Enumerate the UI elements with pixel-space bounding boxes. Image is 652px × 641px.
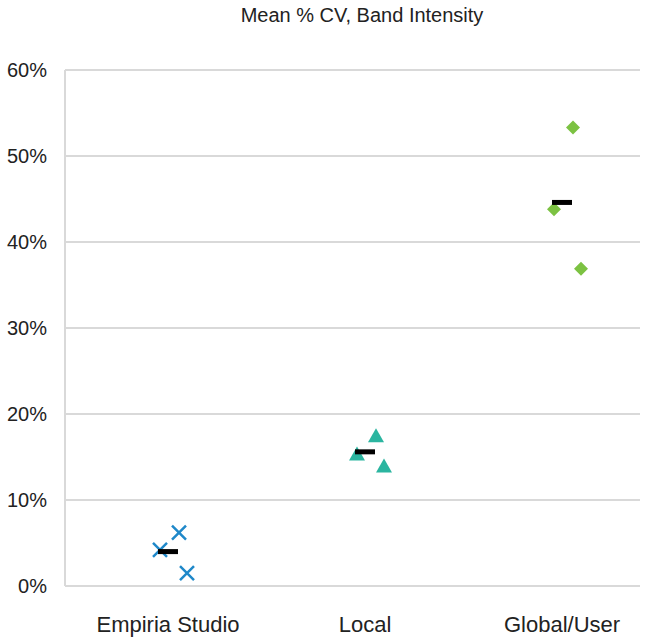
- point: [376, 458, 392, 472]
- grid-line: [65, 499, 640, 501]
- x-tick-label: Global/User: [504, 612, 620, 637]
- point: [172, 526, 186, 540]
- point: [368, 428, 384, 442]
- mean-marker: [158, 549, 178, 554]
- y-tick-label: 40%: [7, 231, 47, 253]
- grid-line: [65, 155, 640, 157]
- point: [574, 262, 588, 276]
- title: Mean % CV, Band Intensity: [241, 4, 484, 26]
- plot-area: [153, 121, 588, 580]
- grid-line: [65, 327, 640, 329]
- point: [566, 121, 580, 135]
- grid-line: [65, 69, 640, 71]
- grid-line: [65, 241, 640, 243]
- chart: Mean % CV, Band Intensity 0% 10% 20% 30% 40% 5…: [0, 0, 652, 641]
- mean-marker: [552, 200, 572, 205]
- grid-line: [65, 585, 640, 587]
- y-tick-label: 60%: [7, 59, 47, 81]
- y-tick-label: 20%: [7, 403, 47, 425]
- y-tick-label: 50%: [7, 145, 47, 167]
- x-tick-label: Local: [339, 612, 392, 637]
- x-tick-label: Empiria Studio: [96, 612, 239, 637]
- grid-line: [65, 413, 640, 415]
- mean-marker: [355, 449, 375, 454]
- y-tick-label: 0%: [18, 575, 47, 597]
- y-axis: [64, 70, 66, 586]
- point: [180, 566, 194, 580]
- y-tick-label: 30%: [7, 317, 47, 339]
- y-tick-label: 10%: [7, 489, 47, 511]
